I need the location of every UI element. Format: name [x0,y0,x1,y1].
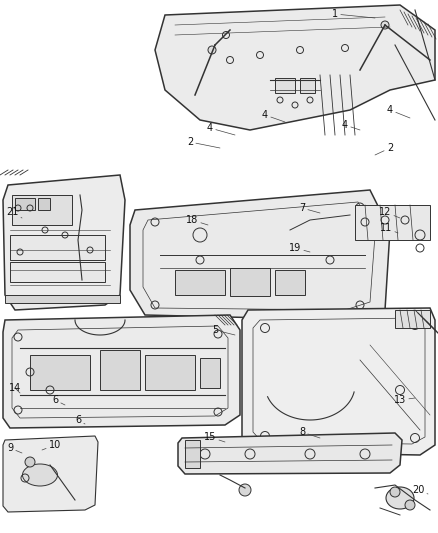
Text: 4: 4 [262,110,285,122]
Text: 7: 7 [299,203,320,213]
Polygon shape [155,5,435,130]
Text: 6: 6 [52,395,65,405]
Bar [200,358,220,388]
Text: 20: 20 [412,485,428,495]
Text: 6: 6 [75,415,85,425]
Bar [275,78,295,93]
Text: 15: 15 [204,432,225,442]
Circle shape [208,46,216,54]
Text: 21: 21 [6,207,22,218]
Ellipse shape [22,464,57,486]
Polygon shape [242,308,435,455]
Polygon shape [3,315,240,428]
Circle shape [381,21,389,29]
Text: 9: 9 [7,443,22,453]
Bar [355,205,430,240]
Ellipse shape [386,487,414,509]
Text: 8: 8 [299,427,320,438]
Polygon shape [3,436,98,512]
Circle shape [405,500,415,510]
Text: 18: 18 [186,215,208,225]
Bar [100,350,140,390]
Bar [395,310,430,328]
Circle shape [239,484,251,496]
Text: 4: 4 [387,105,410,118]
Text: 14: 14 [9,383,21,393]
Text: 19: 19 [289,243,310,253]
Bar [30,355,90,390]
Bar [38,198,50,210]
Bar [185,440,200,468]
Circle shape [390,487,400,497]
Text: 11: 11 [380,223,398,233]
Bar [12,195,72,225]
Bar [10,262,105,282]
Bar [300,78,315,93]
Polygon shape [178,433,402,474]
Bar [15,198,35,210]
Bar [175,270,225,295]
Text: 13: 13 [394,395,415,405]
Polygon shape [130,190,390,320]
Text: 4: 4 [207,123,235,135]
Bar [10,235,105,260]
Text: 5: 5 [212,325,235,335]
Bar [5,295,120,303]
Bar [230,268,270,296]
Text: 2: 2 [375,143,393,155]
Text: 1: 1 [332,9,375,19]
Text: 4: 4 [342,120,360,130]
Circle shape [25,457,35,467]
Polygon shape [3,175,125,310]
Bar [275,270,305,295]
Text: 12: 12 [379,207,400,218]
Bar [145,355,195,390]
Text: 10: 10 [42,440,61,450]
Text: 2: 2 [187,137,220,148]
